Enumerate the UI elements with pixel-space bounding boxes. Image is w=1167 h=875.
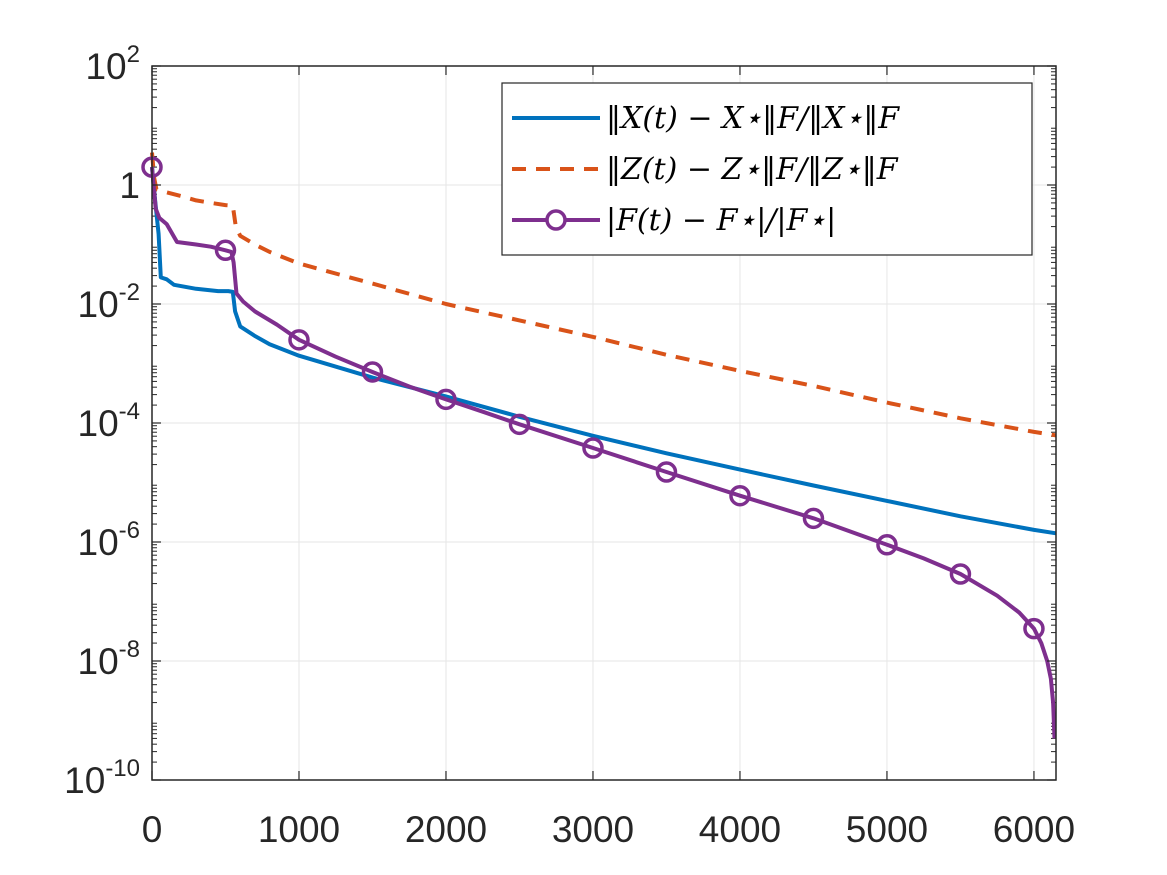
- legend-label-3: |F(t) − F⋆|/|F⋆|: [606, 203, 836, 238]
- y-tick-label: 10-6: [78, 517, 141, 563]
- series-3-point: [582, 437, 604, 459]
- series-3-point: [1023, 617, 1045, 640]
- series-3-point: [508, 413, 531, 436]
- series-1: [150, 166, 1057, 536]
- series-3-point: [288, 329, 310, 351]
- y-tick-exponent: -8: [119, 636, 140, 663]
- y-tick-base: 10: [64, 760, 105, 801]
- y-tick-exponent: -2: [119, 279, 140, 306]
- series-layer: [141, 152, 1057, 739]
- series-3-point: [361, 361, 384, 383]
- x-tick-label: 5000: [846, 809, 928, 850]
- minor-ticks: [152, 68, 1056, 763]
- y-tick-label: 10-8: [78, 636, 141, 682]
- series-3-line: [150, 166, 1057, 739]
- y-tick-exponent: -4: [119, 398, 140, 425]
- series-2-line: [150, 152, 1057, 438]
- x-tick-label: 4000: [699, 809, 781, 850]
- y-tick-base: 1: [119, 165, 140, 206]
- series-3: [141, 156, 1057, 739]
- series-3-point: [949, 563, 972, 585]
- y-tick-base: 10: [85, 46, 126, 87]
- y-tick-base: 10: [78, 284, 119, 325]
- x-tick-label: 1000: [258, 809, 340, 850]
- y-tick-label: 10-2: [78, 279, 141, 325]
- series-2: [150, 152, 1057, 438]
- y-tick-label: 10-10: [64, 755, 140, 801]
- x-tick-label: 0: [142, 809, 163, 850]
- legend-label-2: ‖Z(t) − Z⋆‖F/‖Z⋆‖F: [606, 152, 899, 187]
- legend: ‖X(t) − X⋆‖F/‖X⋆‖F ‖Z(t) − Z⋆‖F/‖Z⋆‖F |F(t…: [501, 82, 1033, 256]
- legend-marker-3: [545, 209, 567, 231]
- x-tick-label: 3000: [552, 809, 634, 850]
- series-3-point: [435, 388, 457, 411]
- series-1-line: [150, 166, 1057, 536]
- y-tick-label: 10-4: [78, 398, 141, 444]
- series-3-point: [729, 484, 751, 507]
- x-tick-label: 2000: [405, 809, 487, 850]
- y-tick-exponent: 2: [127, 41, 140, 68]
- y-tick-base: 10: [78, 641, 119, 682]
- series-3-point: [214, 239, 237, 262]
- series-3-point: [802, 507, 825, 530]
- y-tick-label: 102: [85, 41, 140, 87]
- x-tick-label: 6000: [993, 809, 1075, 850]
- y-tick-label: 1: [119, 165, 140, 206]
- x-axis: 0 1000 2000 3000 4000 5000 6000: [142, 66, 1075, 850]
- series-3-point: [876, 533, 898, 556]
- y-tick-base: 10: [78, 403, 119, 444]
- y-tick-base: 10: [78, 522, 119, 563]
- y-tick-exponent: -6: [119, 517, 140, 544]
- y-tick-exponent: -10: [105, 755, 140, 782]
- series-3-point: [655, 461, 678, 483]
- legend-label-1: ‖X(t) − X⋆‖F/‖X⋆‖F: [606, 101, 900, 136]
